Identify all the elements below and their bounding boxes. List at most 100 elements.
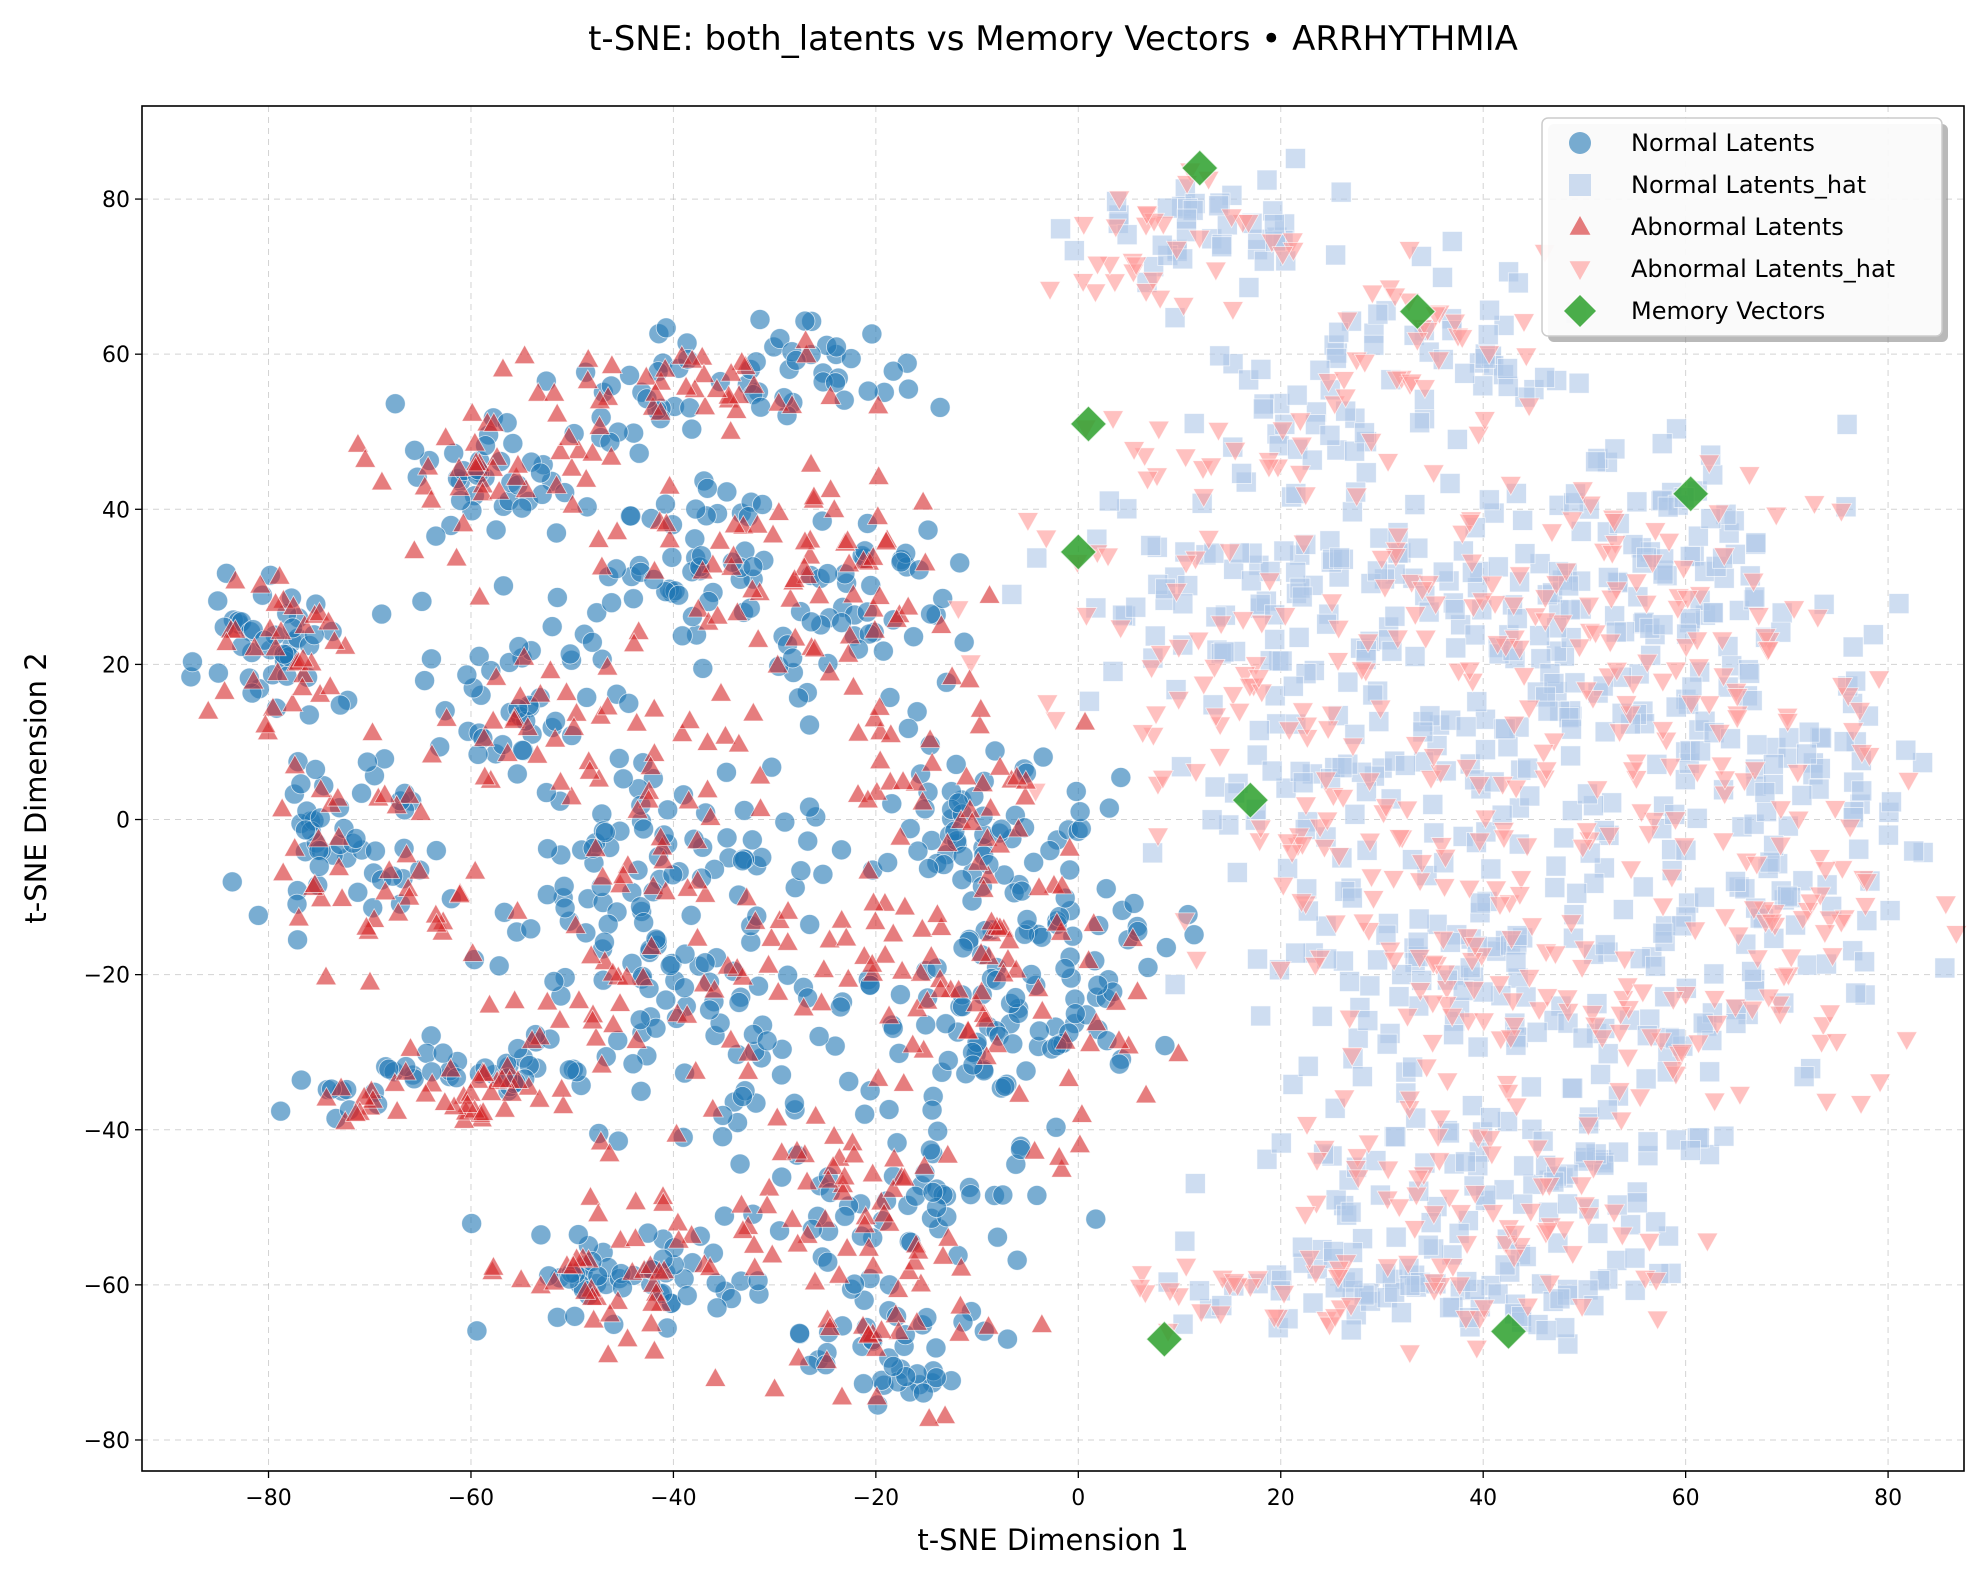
normal-latents-hat-point (1417, 1234, 1439, 1256)
abnormal-latents-hat-point (1172, 297, 1195, 318)
memory-vectors-point (1069, 405, 1108, 443)
normal-latents-hat-point (1140, 535, 1162, 556)
abnormal-latents-point (197, 699, 220, 720)
abnormal-latents-point (958, 668, 981, 689)
abnormal-latents-point (1070, 1102, 1094, 1123)
normal-latents-hat-point (1359, 975, 1381, 997)
abnormal-latents-point (1005, 765, 1029, 786)
abnormal-latents-hat-point (1553, 1220, 1576, 1241)
abnormal-latents-hat-point (1637, 825, 1660, 846)
normal-latents-point (952, 937, 974, 959)
abnormal-latents-hat-point (1209, 1305, 1232, 1326)
abnormal-latents-point (918, 728, 942, 749)
abnormal-latents-hat-point (1317, 720, 1340, 741)
abnormal-latents-hat-point (1743, 761, 1767, 782)
abnormal-latents-point (323, 629, 346, 650)
abnormal-latents-point (503, 989, 526, 1009)
normal-latents-hat-point (1703, 963, 1725, 985)
x-tick-label: 60 (1672, 1486, 1700, 1511)
abnormal-latents-point (856, 788, 880, 809)
abnormal-latents-point (413, 475, 436, 496)
normal-latents-hat-point (1776, 885, 1798, 907)
abnormal-latents-hat-point (1035, 529, 1058, 550)
normal-latents-point (564, 1305, 586, 1327)
normal-latents-hat-point (1702, 602, 1724, 624)
abnormal-latents-hat-point (1388, 829, 1411, 850)
abnormal-latents-point (567, 439, 590, 459)
abnormal-latents-hat-point (1457, 1012, 1480, 1033)
abnormal-latents-point (743, 1256, 766, 1277)
abnormal-latents-hat-point (1382, 951, 1406, 972)
abnormal-latents-hat-point (1433, 878, 1456, 899)
normal-latents-point (1006, 1249, 1028, 1271)
normal-latents-hat-point (1506, 608, 1528, 629)
abnormal-latents-point (761, 523, 785, 544)
abnormal-latents-hat-point (1619, 860, 1643, 881)
abnormal-latents-hat-point (1776, 713, 1799, 734)
normal-latents-point (1023, 852, 1045, 873)
abnormal-latents-hat-point (1571, 838, 1594, 859)
x-tick-label: −40 (650, 1486, 696, 1511)
abnormal-latents-hat-point (1742, 572, 1765, 593)
abnormal-latents-point (456, 1092, 479, 1113)
abnormal-latents-hat-point (1503, 1016, 1526, 1037)
abnormal-latents-point (926, 902, 949, 923)
normal-latents-point (935, 1013, 957, 1035)
normal-latents-point (420, 1025, 442, 1047)
abnormal-latents-point (1048, 1145, 1071, 1166)
abnormal-latents-hat-point (1516, 1297, 1539, 1318)
abnormal-latents-point (624, 1190, 647, 1211)
normal-latents-hat-point (1253, 250, 1275, 272)
abnormal-latents-point (1077, 948, 1100, 969)
normal-latents-hat-point (1686, 807, 1708, 829)
abnormal-latents-point (701, 1097, 724, 1118)
abnormal-latents-hat-point (1175, 1257, 1198, 1278)
normal-latents-point (655, 493, 676, 515)
normal-latents-hat-point (1439, 1297, 1460, 1319)
abnormal-latents-hat-point (1358, 772, 1381, 793)
abnormal-latents-hat-point (1568, 638, 1591, 659)
abnormal-latents-point (722, 544, 745, 565)
normal-latents-hat-point (1247, 948, 1268, 970)
normal-latents-hat-point (1665, 696, 1687, 718)
abnormal-latents-point (911, 790, 934, 811)
normal-latents-hat-point (1881, 791, 1902, 813)
normal-latents-hat-point (1250, 359, 1272, 380)
abnormal-latents-point (980, 910, 1003, 931)
abnormal-latents-point (383, 1071, 406, 1092)
abnormal-latents-hat-point (1218, 543, 1241, 564)
abnormal-latents-hat-point (1449, 1204, 1473, 1225)
normal-latents-point (685, 498, 707, 520)
abnormal-latents-point (818, 1315, 842, 1336)
normal-latents-point (993, 864, 1015, 886)
abnormal-latents-point (830, 908, 853, 929)
normal-latents-hat-point (1862, 624, 1884, 646)
abnormal-latents-point (931, 1244, 955, 1265)
abnormal-latents-hat-point (1443, 313, 1467, 334)
abnormal-latents-point (691, 559, 714, 580)
abnormal-latents-hat-point (1726, 688, 1749, 709)
abnormal-latents-point (681, 348, 704, 369)
abnormal-latents-hat-point (1128, 1279, 1152, 1299)
normal-latents-hat-point (1624, 1279, 1646, 1301)
abnormal-latents-hat-point (1468, 776, 1491, 797)
normal-latents-point (208, 662, 229, 684)
abnormal-latents-hat-point (1244, 656, 1268, 677)
abnormal-latents-point (434, 425, 457, 446)
abnormal-latents-hat-point (1571, 481, 1594, 502)
abnormal-latents-point (598, 1302, 622, 1323)
normal-latents-hat-point (1547, 1232, 1569, 1254)
normal-latents-hat-point (1848, 838, 1870, 860)
abnormal-latents-hat-point (1581, 1005, 1604, 1025)
abnormal-latents-hat-point (1603, 513, 1626, 534)
normal-latents-point (925, 1337, 947, 1359)
abnormal-latents-point (761, 1243, 784, 1264)
normal-latents-point (854, 1103, 876, 1125)
abnormal-latents-point (626, 798, 649, 819)
normal-latents-hat-point (1355, 462, 1377, 484)
abnormal-latents-point (803, 637, 826, 658)
normal-latents-hat-point (1189, 1280, 1210, 1302)
normal-latents-point (425, 840, 447, 862)
normal-latents-point (1069, 801, 1091, 823)
normal-latents-point (488, 955, 510, 977)
